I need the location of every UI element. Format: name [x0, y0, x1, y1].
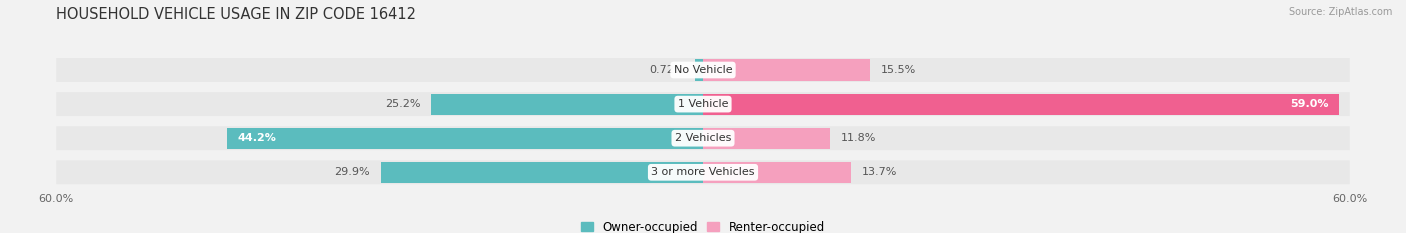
Text: 15.5%: 15.5%: [882, 65, 917, 75]
Text: 13.7%: 13.7%: [862, 167, 897, 177]
Text: 2 Vehicles: 2 Vehicles: [675, 133, 731, 143]
Text: No Vehicle: No Vehicle: [673, 65, 733, 75]
FancyBboxPatch shape: [56, 58, 1350, 82]
Text: 1 Vehicle: 1 Vehicle: [678, 99, 728, 109]
FancyBboxPatch shape: [56, 92, 1350, 116]
Bar: [226, 128, 703, 149]
FancyBboxPatch shape: [56, 160, 1350, 184]
Text: HOUSEHOLD VEHICLE USAGE IN ZIP CODE 16412: HOUSEHOLD VEHICLE USAGE IN ZIP CODE 1641…: [56, 7, 416, 22]
Bar: [432, 93, 703, 115]
FancyBboxPatch shape: [56, 126, 1350, 150]
Bar: [703, 93, 1339, 115]
Bar: [703, 59, 870, 81]
Text: Source: ZipAtlas.com: Source: ZipAtlas.com: [1288, 7, 1392, 17]
Text: 11.8%: 11.8%: [841, 133, 876, 143]
Text: 44.2%: 44.2%: [238, 133, 276, 143]
Text: 3 or more Vehicles: 3 or more Vehicles: [651, 167, 755, 177]
Text: 59.0%: 59.0%: [1289, 99, 1329, 109]
Text: 25.2%: 25.2%: [385, 99, 420, 109]
Text: 29.9%: 29.9%: [335, 167, 370, 177]
Bar: [695, 59, 703, 81]
Bar: [703, 162, 851, 183]
Text: 0.72%: 0.72%: [650, 65, 685, 75]
Bar: [381, 162, 703, 183]
Legend: Owner-occupied, Renter-occupied: Owner-occupied, Renter-occupied: [576, 216, 830, 233]
Bar: [703, 128, 830, 149]
